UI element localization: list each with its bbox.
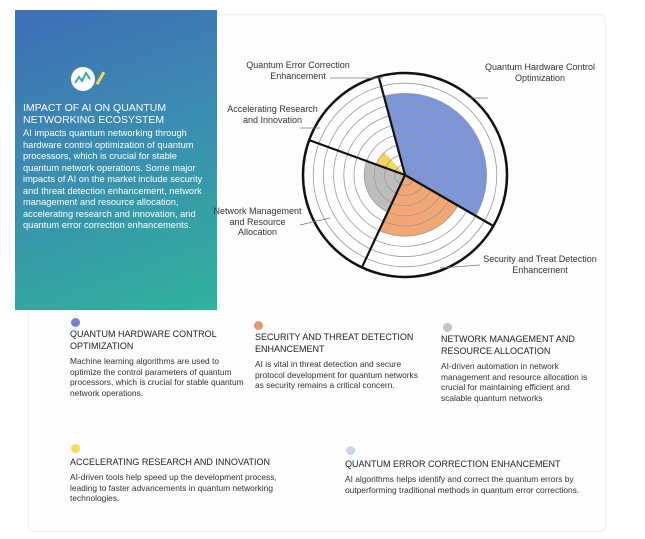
detail-dot xyxy=(346,446,355,455)
category-label: Quantum Error Correction Enhancement xyxy=(246,60,350,81)
category-label: Accelerating Research and Innovation xyxy=(227,104,318,125)
detail-block: QUANTUM ERROR CORRECTION ENHANCEMENT AI a… xyxy=(345,458,585,495)
detail-dot xyxy=(254,321,263,330)
detail-block: QUANTUM HARDWARE CONTROL OPTIMIZATION Mac… xyxy=(70,328,250,398)
sector xyxy=(376,152,405,175)
grid-ring xyxy=(322,93,487,257)
detail-title: QUANTUM HARDWARE CONTROL OPTIMIZATION xyxy=(70,329,217,351)
grid-ring xyxy=(394,164,416,186)
card-text: AI impacts quantum networking through ha… xyxy=(23,128,203,230)
grid-ring xyxy=(353,123,457,227)
grid-ring xyxy=(312,82,498,268)
detail-text: AI-driven automation in network manageme… xyxy=(441,361,588,403)
sector-divider xyxy=(404,174,494,227)
grid-ring xyxy=(384,154,426,196)
sector-divider xyxy=(360,174,406,268)
detail-dot xyxy=(443,323,452,332)
detail-title: NETWORK MANAGEMENT AND RESOURCE ALLOCATI… xyxy=(441,334,575,356)
intro-card: IMPACT OF AI ON QUANTUM NETWORKING ECOSY… xyxy=(15,10,217,310)
grid-ring xyxy=(301,71,509,279)
detail-title: SECURITY AND THREAT DETECTION ENHANCEMEN… xyxy=(255,332,414,354)
leader-line xyxy=(439,264,481,269)
detail-block: ACCELERATING RESEARCH AND INNOVATION AI-d… xyxy=(70,456,300,504)
grid-ring xyxy=(333,103,477,247)
detail-text: AI algorithms helps identify and correct… xyxy=(345,474,580,495)
detail-title: QUANTUM ERROR CORRECTION ENHANCEMENT xyxy=(345,459,561,469)
detail-text: AI is vital in threat detection and secu… xyxy=(255,359,418,390)
category-label: Network Management and Resource Allocati… xyxy=(213,206,302,237)
detail-text: AI-driven tools help speed up the develo… xyxy=(70,472,277,503)
category-label: Security and Treat Detection Enhancement xyxy=(483,254,597,275)
detail-title: ACCELERATING RESEARCH AND INNOVATION xyxy=(70,457,271,467)
grid-ring xyxy=(373,143,436,206)
grid-ring xyxy=(343,113,467,237)
detail-block: SECURITY AND THREAT DETECTION ENHANCEMEN… xyxy=(255,331,425,391)
card-title: IMPACT OF AI ON QUANTUM NETWORKING ECOSY… xyxy=(23,102,167,126)
icon xyxy=(71,67,106,91)
sector-divider xyxy=(308,139,406,177)
detail-dot xyxy=(71,318,80,327)
detail-text: Machine learning algorithms are used to … xyxy=(70,356,244,398)
leader-line xyxy=(299,217,331,226)
category-label: Quantum Hardware Control Optimization xyxy=(484,62,596,83)
detail-block: NETWORK MANAGEMENT AND RESOURCE ALLOCATI… xyxy=(441,333,591,403)
detail-dot xyxy=(71,444,80,453)
sector-divider xyxy=(377,76,407,176)
grid-ring xyxy=(363,133,447,217)
